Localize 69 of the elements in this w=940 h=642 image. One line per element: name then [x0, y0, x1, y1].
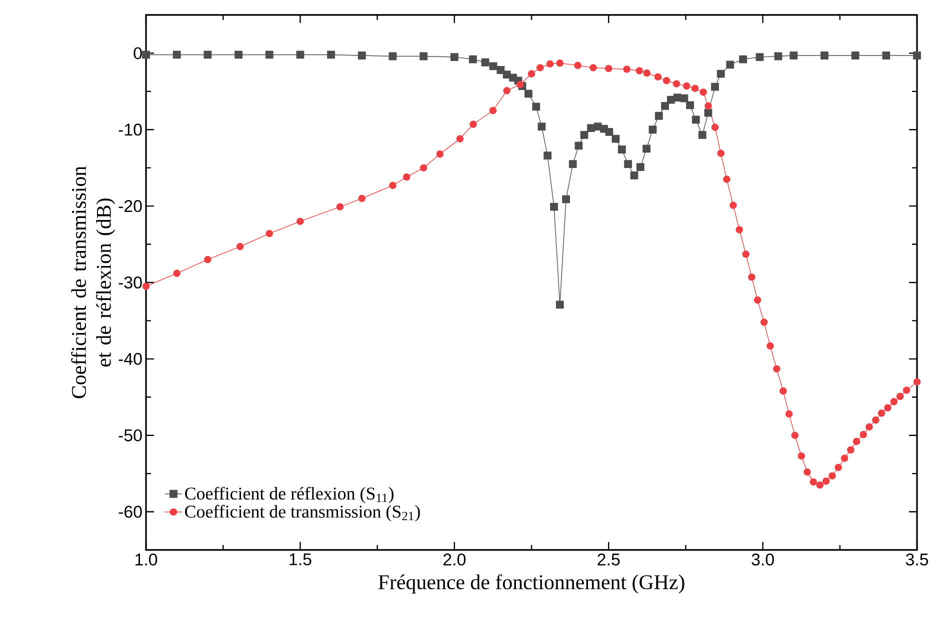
point	[630, 172, 638, 180]
point	[726, 60, 734, 69]
point	[532, 102, 540, 111]
legend-label: Coefficient de transmission (S$_{21}$)	[185, 504, 420, 522]
point	[420, 52, 428, 60]
point	[204, 50, 212, 59]
point	[774, 52, 782, 60]
point	[562, 195, 570, 204]
point	[327, 50, 335, 59]
point	[851, 52, 860, 60]
point	[756, 53, 764, 61]
point	[642, 144, 650, 153]
point	[913, 52, 921, 60]
point	[556, 300, 564, 309]
point	[574, 142, 583, 150]
point	[618, 146, 626, 154]
point	[636, 163, 644, 172]
point	[580, 131, 588, 139]
y-tick-label: -10	[118, 124, 142, 136]
point	[142, 50, 150, 59]
y-tick-label: -60	[118, 506, 142, 518]
point	[882, 52, 890, 60]
point	[739, 55, 748, 64]
y-axis-title: Coefficient de transmission et de réflexion (dB)	[71, 166, 116, 398]
point	[468, 55, 477, 64]
x-tick-label: 2.5	[598, 554, 620, 566]
point	[624, 160, 632, 168]
point	[587, 124, 595, 132]
y-tick-label: -20	[118, 200, 142, 212]
point	[716, 70, 725, 78]
point	[698, 131, 706, 139]
x-tick-label: 3.0	[752, 554, 774, 566]
point	[544, 152, 552, 160]
point	[538, 122, 546, 131]
point	[654, 112, 663, 120]
point	[496, 66, 505, 74]
point	[686, 101, 694, 110]
point	[172, 50, 181, 59]
y-tick-label: -50	[118, 429, 142, 442]
point	[648, 126, 657, 134]
x-axis-title: Fréquence de fonctionnement (GHz)	[378, 574, 684, 594]
point	[481, 58, 490, 66]
point	[524, 90, 532, 98]
x-tick-label: 1.5	[290, 554, 312, 566]
x-tick-label: 1.0	[136, 554, 158, 566]
point	[680, 94, 688, 102]
point	[661, 102, 669, 110]
x-tick-label: 2.0	[443, 554, 466, 566]
legend-label: Coefficient de réflexion (S$_{11}$)	[185, 486, 394, 504]
y-tick-label: -30	[118, 276, 142, 288]
y-tick-label: 0	[134, 47, 142, 60]
point	[450, 53, 458, 61]
point	[234, 50, 242, 59]
point	[550, 202, 558, 211]
point	[489, 62, 498, 70]
point	[790, 52, 798, 60]
point	[605, 128, 614, 136]
point	[358, 52, 366, 60]
point	[612, 134, 620, 143]
point	[704, 108, 712, 117]
point	[692, 116, 700, 124]
point	[820, 52, 828, 60]
x-tick-label: 3.5	[906, 554, 928, 566]
point	[568, 160, 577, 168]
point	[388, 52, 397, 60]
point	[296, 50, 304, 59]
point	[265, 50, 274, 59]
y-tick-label: -40	[118, 352, 142, 365]
point	[711, 82, 719, 91]
